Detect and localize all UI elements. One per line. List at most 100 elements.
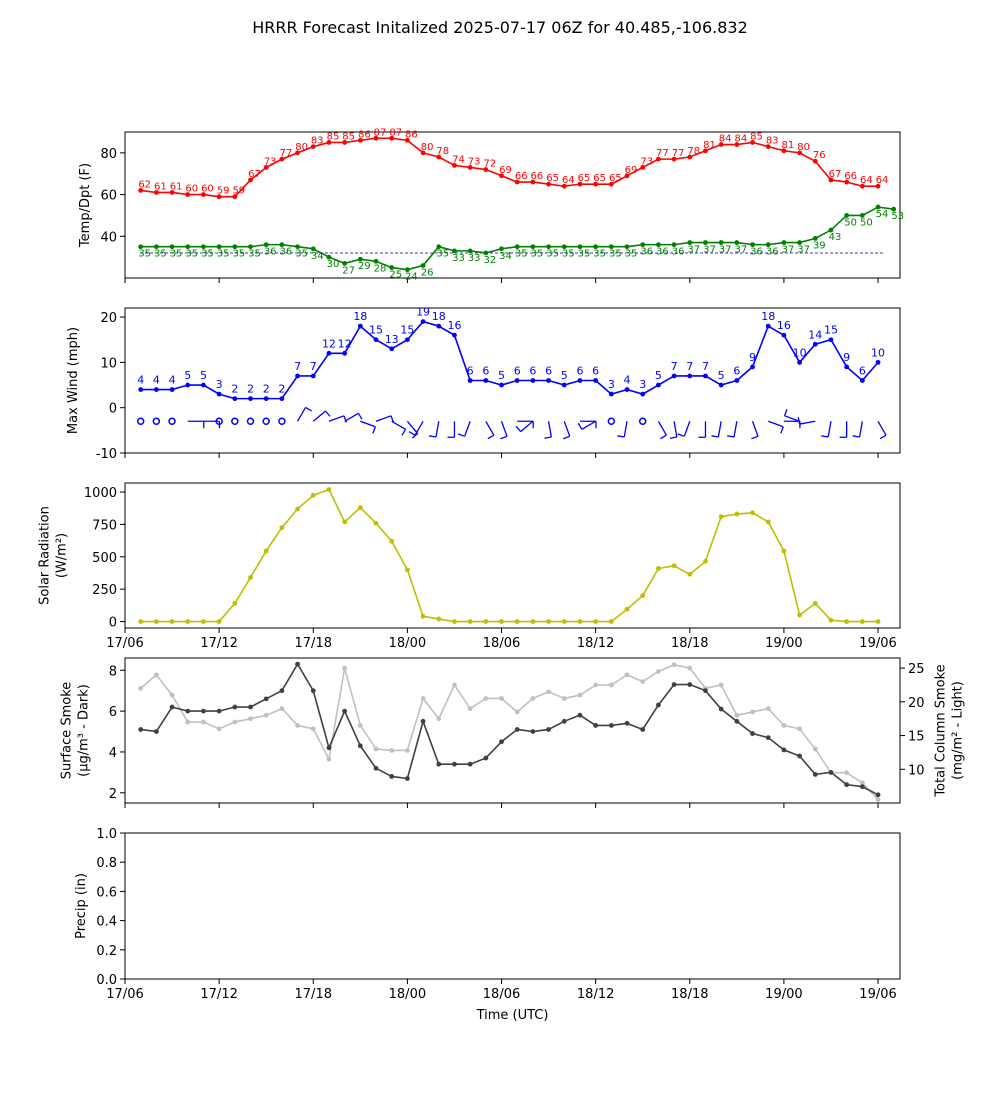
surface-smoke-point [436,761,442,767]
total-column-smoke-point [734,712,740,718]
dewpoint-data-label: 35 [515,249,528,260]
dewpoint-point [546,244,551,250]
total-column-smoke-point [718,682,724,688]
temperature-data-label: 65 [609,173,622,184]
wind-barb-staff [827,421,832,438]
max-wind-point [671,373,677,379]
dewpoint-point [891,206,897,212]
solar-radiation-point [342,519,348,525]
wind-barb-flag [669,436,677,439]
max-wind-point [342,350,348,356]
dewpoint-data-label: 37 [719,245,732,256]
solar-radiation-point [389,538,395,544]
dewpoint-data-label: 53 [891,211,904,222]
dewpoint-data-label: 30 [327,259,340,270]
temp-ylabel: Temp/Dpt (F) [78,163,93,248]
wind-barb-staff [520,420,534,433]
surface-smoke-point [169,704,175,710]
temperature-data-label: 80 [421,142,434,153]
wind-data-label: 6 [592,365,599,378]
temperature-point [326,140,332,145]
wind-barb-flag [562,435,570,440]
wind-barb-staff [673,421,678,438]
surface-smoke-point [703,688,708,694]
dewpoint-point [467,248,473,254]
wind-barb-flag [487,434,495,440]
temperature-point [295,150,300,156]
total-column-smoke-point [765,706,771,711]
temperature-data-label: 83 [311,136,324,147]
wind-barb-flag [879,434,887,440]
surface-smoke-point [342,708,348,714]
y-tick-label: 4 [109,746,117,761]
temperature-point [875,183,881,189]
temperature-data-label: 77 [280,148,293,159]
max-wind-point [295,373,300,379]
total-column-smoke-point [593,682,599,688]
wind-barb-flag [677,433,685,437]
solar-ylabel-text: (W/m²) [55,533,70,578]
dewpoint-point [342,261,348,266]
y-tick-label: 80 [100,147,117,162]
y-tick-label: 0.4 [96,915,117,930]
temperature-point [420,150,426,156]
total-column-smoke-point [687,665,693,671]
temperature-data-label: 78 [687,146,700,157]
solar-radiation-point [750,510,755,516]
wind-barb-staff [328,415,345,422]
max-wind-point [656,382,661,388]
wind-barb-flag [325,410,331,417]
surface-smoke-point [373,765,379,771]
temperature-data-label: 86 [358,129,371,140]
temperature-data-label: 87 [374,127,387,138]
wind-barb-staff [799,420,816,425]
wind-data-label: 6 [529,365,536,378]
dewpoint-point [687,240,693,245]
temperature-point [514,179,520,185]
solar-radiation-point [608,619,614,624]
solar-radiation-point [357,505,363,510]
dewpoint-point [656,242,661,248]
max-wind-point [577,378,583,383]
solar-radiation-point [216,619,222,624]
dewpoint-data-label: 50 [844,217,857,228]
surface-smoke-point [248,704,253,710]
temperature-data-label: 77 [672,148,685,159]
wind-data-label: 12 [322,337,336,350]
max-wind-point [687,373,693,379]
dewpoint-point [514,244,520,250]
wind-ylabel: Max Wind (mph) [66,327,81,434]
total-column-smoke-point [530,696,536,701]
wind-data-label: 7 [294,360,301,373]
y-tick-label: 0.0 [96,973,117,988]
max-wind-point [859,378,865,383]
temperature-point [279,156,285,162]
wind-data-label: 9 [749,351,756,364]
y-tick-label: 40 [100,230,117,245]
max-wind-point [373,337,379,343]
surface-smoke-point [452,761,457,767]
total-column-smoke-point [153,672,159,678]
max-wind-point [452,332,457,338]
wind-data-label: 7 [671,360,678,373]
dewpoint-data-label: 34 [499,251,512,262]
axes-frame-3 [124,657,901,804]
surface-smoke-point [828,769,834,775]
temperature-data-label: 64 [562,175,575,186]
solar-radiation-point [624,606,630,612]
wind-barb-flag [751,435,759,440]
temperature-point [781,148,787,154]
temperature-data-label: 66 [515,171,528,182]
solar-radiation-point [452,619,457,624]
solar-radiation-point [514,619,520,624]
surface-smoke-point [781,747,787,753]
wind-data-label: 6 [514,365,521,378]
max-wind-point [263,396,269,402]
total-column-smoke-point [342,665,348,671]
temperature-data-label: 72 [483,159,496,170]
temperature-data-label: 66 [531,171,544,182]
solar-radiation-point [828,617,834,623]
max-wind-point [514,378,520,383]
precip-ylabel-text: Precip (in) [74,873,89,939]
surface-smoke-point [765,735,771,741]
